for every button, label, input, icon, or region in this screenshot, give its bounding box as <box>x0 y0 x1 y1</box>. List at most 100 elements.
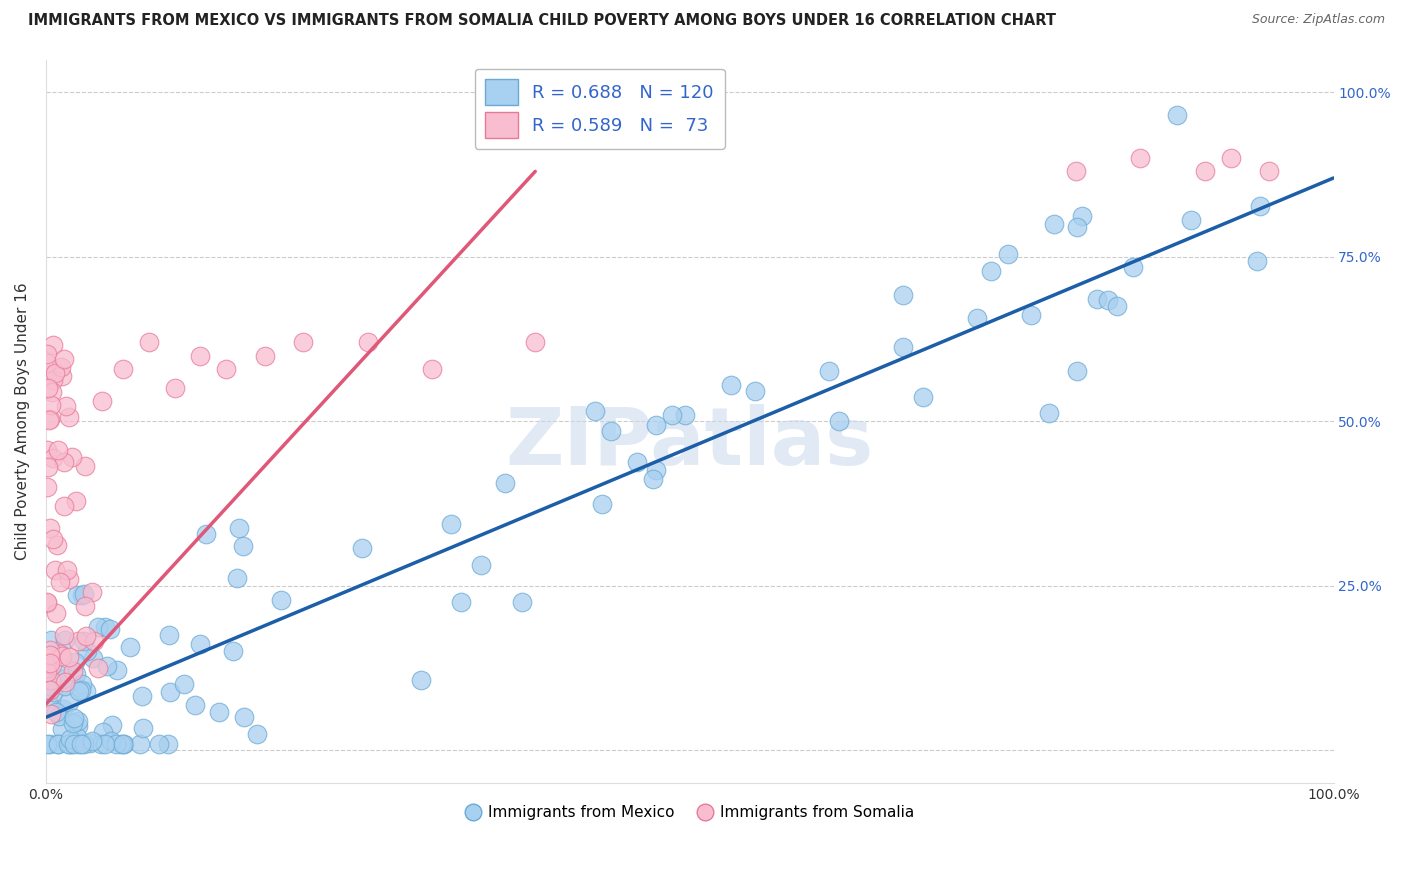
Point <box>645 463 668 477</box>
Point <box>58 695 80 709</box>
Point <box>46 443 69 458</box>
Point <box>1097 293 1119 308</box>
Point <box>720 377 742 392</box>
Point <box>66 634 89 648</box>
Point <box>37 596 59 610</box>
Point <box>59 737 82 751</box>
Point <box>184 698 207 713</box>
Y-axis label: Child Poverty Among Boys Under 16: Child Poverty Among Boys Under 16 <box>15 283 30 560</box>
Point <box>591 497 613 511</box>
Point <box>228 521 250 535</box>
Point <box>53 632 76 647</box>
Point <box>966 311 988 326</box>
Point <box>207 705 229 719</box>
Point <box>226 571 249 585</box>
Point <box>65 493 87 508</box>
Point <box>253 349 276 363</box>
Point <box>87 620 110 634</box>
Point <box>38 679 60 693</box>
Point <box>66 714 89 728</box>
Point <box>51 359 73 374</box>
Point <box>38 642 60 657</box>
Point <box>62 716 84 731</box>
Point <box>73 634 96 648</box>
Point <box>195 527 218 541</box>
Text: ZIPatlas: ZIPatlas <box>506 404 875 482</box>
Point <box>73 587 96 601</box>
Point <box>59 732 82 747</box>
Point <box>37 381 59 395</box>
Point <box>70 588 93 602</box>
Point <box>1194 164 1216 178</box>
Point <box>58 737 80 751</box>
Point <box>1042 217 1064 231</box>
Point <box>110 737 132 751</box>
Point <box>357 335 380 350</box>
Point <box>55 679 77 693</box>
Point <box>641 472 664 486</box>
Point <box>46 737 69 751</box>
Point <box>53 455 76 469</box>
Point <box>420 361 443 376</box>
Point <box>82 650 104 665</box>
Point <box>222 644 245 658</box>
Point <box>42 533 65 547</box>
Point <box>56 563 79 577</box>
Point <box>292 335 315 350</box>
Point <box>53 675 76 690</box>
Point <box>79 736 101 750</box>
Point <box>39 648 62 662</box>
Point <box>159 685 181 699</box>
Text: Source: ZipAtlas.com: Source: ZipAtlas.com <box>1251 13 1385 27</box>
Point <box>583 404 606 418</box>
Point <box>891 288 914 302</box>
Point <box>39 684 62 698</box>
Point <box>131 689 153 703</box>
Point <box>83 633 105 648</box>
Point <box>55 399 77 413</box>
Point <box>41 337 63 351</box>
Point <box>1085 293 1108 307</box>
Point <box>75 683 97 698</box>
Point <box>73 459 96 474</box>
Point <box>233 710 256 724</box>
Point <box>1180 213 1202 227</box>
Point <box>352 541 374 555</box>
Point <box>39 706 62 721</box>
Point <box>59 737 82 751</box>
Point <box>75 630 97 644</box>
Point <box>128 737 150 751</box>
Point <box>673 408 696 422</box>
Point <box>1105 299 1128 313</box>
Point <box>52 701 75 715</box>
Point <box>112 737 135 751</box>
Point <box>58 650 80 665</box>
Point <box>62 737 84 751</box>
Point <box>60 450 83 464</box>
Point <box>91 725 114 739</box>
Point <box>997 247 1019 261</box>
Point <box>37 459 59 474</box>
Point <box>37 665 59 680</box>
Point <box>93 620 115 634</box>
Point <box>1166 108 1188 122</box>
Point <box>104 737 127 751</box>
Point <box>912 390 935 404</box>
Point <box>156 737 179 751</box>
Point <box>41 657 63 672</box>
Point <box>46 737 69 751</box>
Point <box>98 623 121 637</box>
Point <box>39 521 62 535</box>
Point <box>96 658 118 673</box>
Point <box>58 409 80 424</box>
Point <box>39 398 62 412</box>
Point <box>67 719 90 733</box>
Point <box>82 734 104 748</box>
Point <box>67 684 90 698</box>
Point <box>1219 151 1241 165</box>
Point <box>827 414 849 428</box>
Point <box>138 335 160 350</box>
Point <box>37 368 59 382</box>
Point <box>52 673 75 687</box>
Point <box>37 737 59 751</box>
